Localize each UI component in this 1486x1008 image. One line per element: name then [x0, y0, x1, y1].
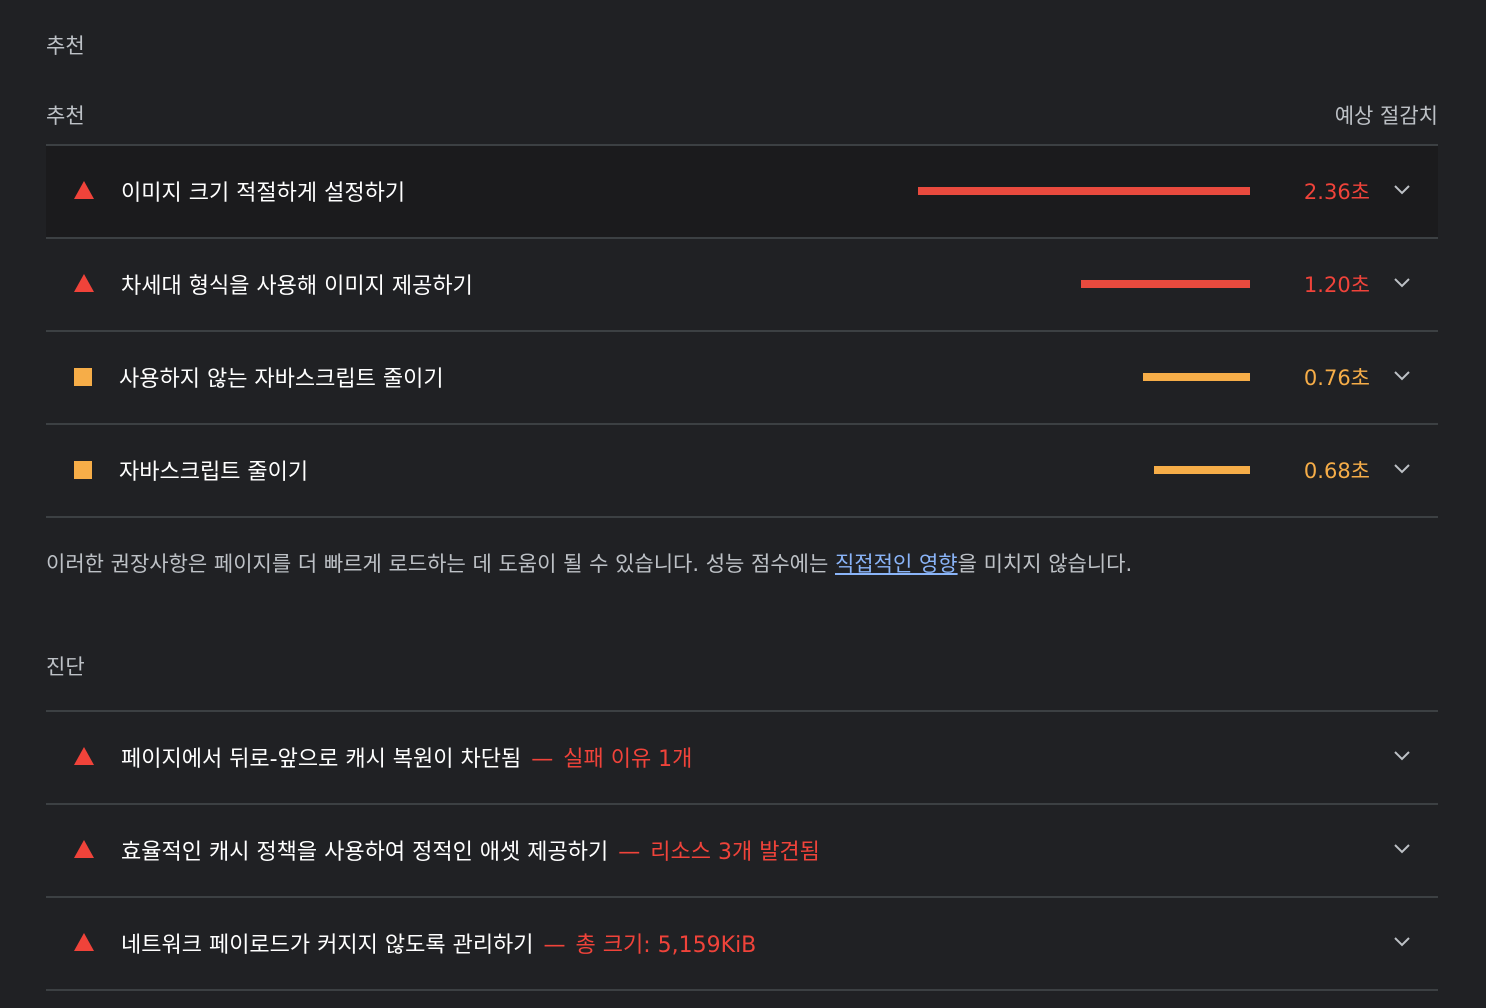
diagnostic-row[interactable]: 효율적인 캐시 정책을 사용하여 정적인 애셋 제공하기 — 리소스 3개 발견됨 — [46, 805, 1438, 898]
warning-triangle-icon — [74, 747, 94, 767]
savings-value: 0.68초 — [1303, 459, 1370, 483]
square-icon — [74, 367, 94, 387]
direct-impact-link[interactable]: 직접적인 영향 — [834, 552, 958, 576]
chevron-down-icon[interactable] — [1392, 368, 1412, 382]
diagnostic-title-text: 페이지에서 뒤로-앞으로 캐시 복원이 차단됨 — [121, 747, 522, 772]
diagnostic-detail: — 총 크기: 5,159KiB — [544, 933, 757, 958]
diagnostics-section-title: 진단 — [46, 655, 85, 679]
note-text-after: 을 미치지 않습니다. — [957, 552, 1133, 576]
detail-text: 실패 이유 1개 — [563, 747, 693, 772]
diagnostic-title: 효율적인 캐시 정책을 사용하여 정적인 애셋 제공하기 — 리소스 3개 발견됨 — [121, 834, 820, 866]
recommendation-row[interactable]: 자바스크립트 줄이기 0.68초 — [46, 425, 1438, 518]
header-left-label: 추천 — [46, 104, 85, 128]
note-text-before: 이러한 권장사항은 페이지를 더 빠르게 로드하는 데 도움이 될 수 있습니다… — [46, 552, 835, 576]
chevron-down-icon[interactable] — [1392, 934, 1412, 948]
warning-triangle-icon — [74, 274, 94, 294]
savings-bar — [1154, 466, 1250, 474]
chevron-down-icon[interactable] — [1392, 461, 1412, 475]
detail-dash: — — [531, 747, 554, 772]
diagnostic-detail: — 리소스 3개 발견됨 — [618, 840, 820, 865]
recommendation-title: 차세대 형식을 사용해 이미지 제공하기 — [121, 274, 473, 299]
diagnostic-row[interactable]: 네트워크 페이로드가 커지지 않도록 관리하기 — 총 크기: 5,159KiB — [46, 898, 1438, 991]
diagnostic-detail: — 실패 이유 1개 — [531, 747, 692, 772]
savings-bar-track — [918, 373, 1250, 381]
detail-text: 리소스 3개 발견됨 — [650, 840, 820, 865]
recommendations-list: 이미지 크기 적절하게 설정하기 2.36초 차세대 형식을 사용해 이미지 제… — [46, 144, 1438, 518]
diagnostics-list: 페이지에서 뒤로-앞으로 캐시 복원이 차단됨 — 실패 이유 1개 효율적인 캐시… — [46, 710, 1438, 991]
diagnostic-title-text: 네트워크 페이로드가 커지지 않도록 관리하기 — [121, 933, 534, 958]
recommendations-column-header: 추천 예상 절감치 — [46, 100, 1438, 140]
diagnostic-title-text: 효율적인 캐시 정책을 사용하여 정적인 애셋 제공하기 — [121, 840, 609, 865]
square-icon — [74, 460, 94, 480]
diagnostic-title: 네트워크 페이로드가 커지지 않도록 관리하기 — 총 크기: 5,159KiB — [121, 927, 756, 959]
recommendation-row[interactable]: 사용하지 않는 자바스크립트 줄이기 0.76초 — [46, 332, 1438, 425]
diagnostic-title: 페이지에서 뒤로-앞으로 캐시 복원이 차단됨 — 실패 이유 1개 — [121, 741, 692, 773]
chevron-down-icon[interactable] — [1392, 275, 1412, 289]
chevron-down-icon[interactable] — [1392, 841, 1412, 855]
chevron-down-icon[interactable] — [1392, 748, 1412, 762]
warning-triangle-icon — [74, 933, 94, 953]
detail-dash: — — [618, 840, 641, 865]
recommendation-row[interactable]: 이미지 크기 적절하게 설정하기 2.36초 — [46, 146, 1438, 239]
recommendation-title: 이미지 크기 적절하게 설정하기 — [121, 181, 406, 206]
savings-bar-track — [918, 466, 1250, 474]
chevron-down-icon[interactable] — [1392, 182, 1412, 196]
recommendations-section-title: 추천 — [46, 34, 85, 58]
detail-dash: — — [543, 933, 566, 958]
warning-triangle-icon — [74, 181, 94, 201]
savings-bar — [1081, 280, 1250, 288]
savings-bar-track — [918, 187, 1250, 195]
warning-triangle-icon — [74, 840, 94, 860]
recommendation-title: 사용하지 않는 자바스크립트 줄이기 — [119, 367, 444, 392]
savings-value: 0.76초 — [1303, 366, 1370, 390]
detail-text: 총 크기: 5,159KiB — [575, 933, 757, 958]
savings-bar — [1143, 373, 1250, 381]
savings-bar-track — [918, 280, 1250, 288]
savings-bar — [918, 187, 1250, 195]
savings-value: 2.36초 — [1303, 180, 1370, 204]
savings-value: 1.20초 — [1303, 273, 1370, 297]
recommendations-note: 이러한 권장사항은 페이지를 더 빠르게 로드하는 데 도움이 될 수 있습니다… — [46, 548, 1132, 578]
recommendation-title: 자바스크립트 줄이기 — [119, 460, 309, 485]
recommendation-row[interactable]: 차세대 형식을 사용해 이미지 제공하기 1.20초 — [46, 239, 1438, 332]
diagnostic-row[interactable]: 페이지에서 뒤로-앞으로 캐시 복원이 차단됨 — 실패 이유 1개 — [46, 712, 1438, 805]
estimated-savings-label: 예상 절감치 — [1334, 104, 1438, 128]
